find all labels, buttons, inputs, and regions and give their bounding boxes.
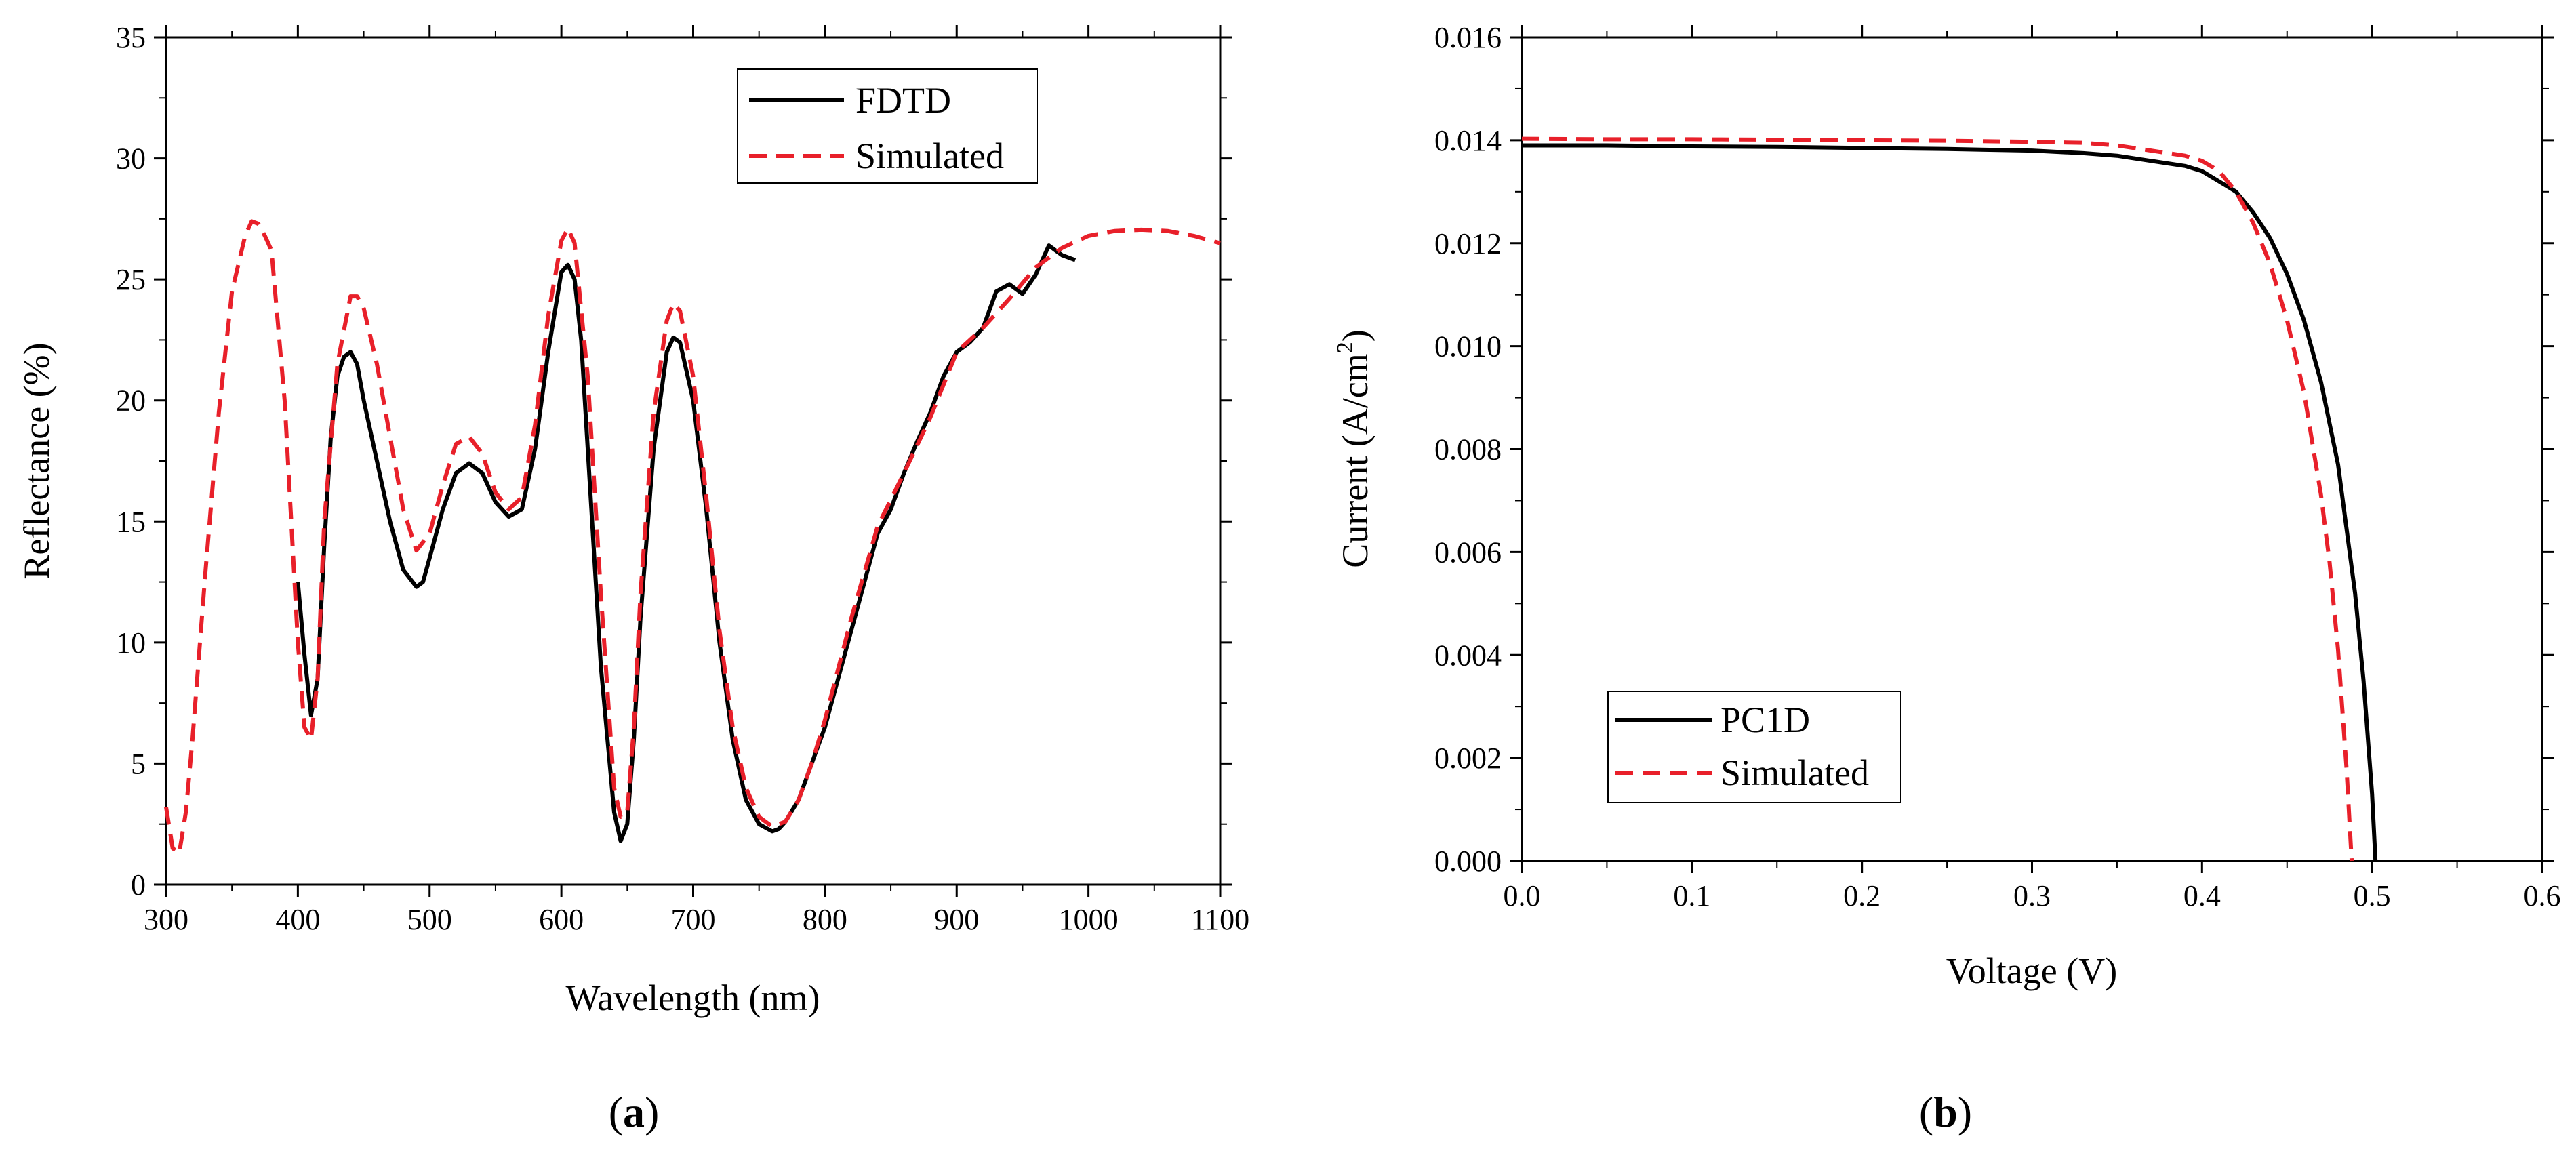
panel-a-x-tick-label: 600 bbox=[539, 903, 584, 936]
panel-a-x-tick-label: 800 bbox=[803, 903, 847, 936]
panel-b-x-axis-title: Voltage (V) bbox=[1946, 950, 2117, 991]
panel-b-x-tick-label: 0.5 bbox=[2354, 879, 2391, 912]
panel-b-y-tick-label: 0.008 bbox=[1434, 433, 1502, 466]
panel-a-x-tick-label: 700 bbox=[671, 903, 716, 936]
panel-a-y-tick-label: 30 bbox=[116, 142, 146, 176]
panel-b-x-tick-label: 0.2 bbox=[1843, 879, 1880, 912]
panel-b-series-pc1d bbox=[1522, 143, 2378, 862]
panel-a-series-simulated bbox=[164, 219, 1221, 855]
panel-b-y-tick-label: 0.012 bbox=[1434, 227, 1502, 260]
panel-b-y-tick-label: 0.016 bbox=[1434, 21, 1502, 54]
panel-a-y-axis-title: Reflectance (%) bbox=[16, 342, 57, 579]
panel-b-y-axis-title-sup: 2 bbox=[1333, 342, 1358, 353]
panel-b-legend-label-simulated: Simulated bbox=[1720, 752, 1869, 793]
panel-b-y-tick-label: 0.006 bbox=[1434, 536, 1502, 569]
panel-a-y-tick-label: 15 bbox=[116, 505, 146, 538]
panel-b-y-axis-title-end: ) bbox=[1335, 329, 1375, 342]
panel-a-x-axis-title: Wavelength (nm) bbox=[565, 977, 820, 1018]
panel-a-plot-frame bbox=[165, 36, 1222, 886]
panel-b-y-axis-title: Current (A/cm2) bbox=[1333, 329, 1375, 567]
panel-a-ticks: 300 400 500 600 700 800 900 1000 1100 0 5 10 15 20 25 3… bbox=[116, 21, 1249, 936]
panel-a-x-tick-label: 900 bbox=[934, 903, 979, 936]
panel-b-x-tick-label: 0.6 bbox=[2524, 879, 2561, 912]
panel-b-x-tick-label: 0.4 bbox=[2183, 879, 2221, 912]
panel-a-y-tick-label: 25 bbox=[116, 263, 146, 296]
panel-b-y-tick-label: 0.002 bbox=[1434, 742, 1502, 775]
panel-b-label: (b) bbox=[1919, 1088, 1972, 1136]
panel-b-ticks: 0.0 0.1 0.2 0.3 0.4 0.5 0.6 0.000 0.002 0.004 0.00… bbox=[1434, 21, 2561, 912]
panel-a-legend-label-fdtd: FDTD bbox=[856, 80, 951, 121]
panel-a-y-tick-label: 0 bbox=[131, 868, 146, 902]
panel-a-legend-box bbox=[737, 68, 1038, 184]
panel-b-legend: PC1D Simulated bbox=[1607, 691, 1901, 803]
panel-a-x-tick-label: 500 bbox=[407, 903, 452, 936]
panel-a-legend-label-simulated: Simulated bbox=[856, 136, 1004, 176]
panel-a-series bbox=[164, 219, 1221, 855]
panel-b-x-tick-label: 0.3 bbox=[2013, 879, 2051, 912]
panel-a-x-tick-label: 300 bbox=[144, 903, 188, 936]
panel-a-y-tick-label: 10 bbox=[116, 626, 146, 660]
panel-b-y-axis-title-main: Current (A/cm bbox=[1335, 353, 1375, 567]
panel-a-x-tick-label: 1100 bbox=[1191, 903, 1249, 936]
panel-a-x-tick-label: 400 bbox=[275, 903, 320, 936]
panel-b-iv-curve-chart: 0.0 0.1 0.2 0.3 0.4 0.5 0.6 0.000 0.002 0.004 0.00… bbox=[1333, 21, 2561, 1136]
panel-b-x-tick-label: 0.0 bbox=[1504, 879, 1541, 912]
panel-a-y-tick-label: 20 bbox=[116, 384, 146, 418]
panel-b-legend-label-pc1d: PC1D bbox=[1720, 700, 1810, 740]
panel-b-x-tick-label: 0.1 bbox=[1673, 879, 1710, 912]
panel-a-x-tick-label: 1000 bbox=[1059, 903, 1119, 936]
panel-b-series-simulated bbox=[1521, 136, 2354, 862]
panel-b-y-tick-label: 0.014 bbox=[1434, 124, 1502, 157]
panel-a-y-tick-label: 35 bbox=[116, 21, 146, 54]
panel-b-legend-box bbox=[1607, 691, 1901, 803]
panel-b-series bbox=[1521, 136, 2378, 862]
panel-b-y-tick-label: 0.000 bbox=[1434, 845, 1502, 878]
panel-b-y-tick-label: 0.004 bbox=[1434, 639, 1502, 672]
panel-a-y-tick-label: 5 bbox=[131, 747, 146, 780]
panel-a-reflectance-chart: 300 400 500 600 700 800 900 1000 1100 0 5 10 15 20 25 3… bbox=[16, 21, 1249, 1136]
panel-a-legend: FDTD Simulated bbox=[737, 68, 1038, 184]
panel-b-y-tick-label: 0.010 bbox=[1434, 330, 1502, 363]
panel-a-label: (a) bbox=[609, 1088, 660, 1136]
